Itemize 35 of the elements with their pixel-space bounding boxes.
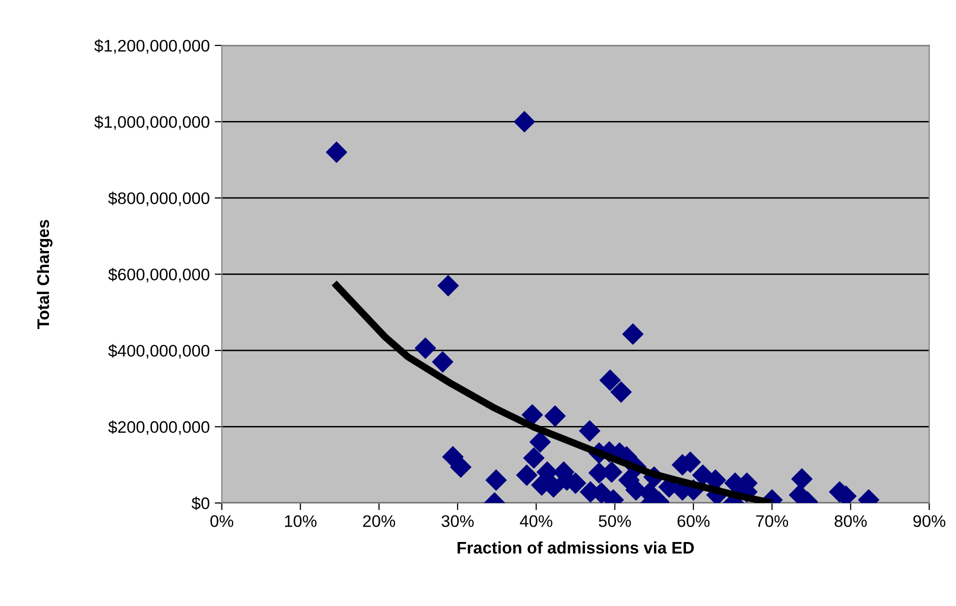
- x-axis-title: Fraction of admissions via ED: [458, 541, 694, 554]
- y-tick-label: $200,000,000: [108, 420, 210, 435]
- y-tick-label: $800,000,000: [108, 192, 210, 206]
- point: [485, 469, 507, 491]
- point: [514, 111, 536, 132]
- x-tick-label: 20%: [363, 515, 396, 528]
- point: [438, 275, 459, 296]
- point: [326, 142, 348, 163]
- point: [450, 456, 472, 478]
- point: [622, 323, 644, 345]
- point: [610, 381, 632, 403]
- x-tick-label: 0%: [210, 515, 234, 528]
- point: [599, 370, 621, 391]
- point: [432, 351, 454, 373]
- x-tick-label: 30%: [442, 515, 474, 528]
- y-tick-label: $0: [192, 496, 210, 510]
- x-tick-label: 10%: [284, 515, 316, 528]
- point: [523, 447, 544, 469]
- point: [414, 338, 436, 359]
- x-tick-label: 60%: [678, 515, 710, 528]
- point: [579, 420, 600, 442]
- y-tick-label: $1,200,000,000: [94, 39, 210, 54]
- y-tick-label: $1,000,000,000: [94, 115, 210, 130]
- x-tick-label: 40%: [520, 515, 552, 528]
- y-axis-title: Total Charges: [36, 220, 52, 329]
- point: [544, 405, 566, 427]
- y-tick-label: $400,000,000: [108, 344, 210, 359]
- point: [791, 468, 813, 490]
- point: [529, 431, 551, 453]
- point: [516, 464, 538, 486]
- y-tick-label: $600,000,000: [108, 268, 210, 282]
- x-tick-label: 70%: [756, 515, 788, 528]
- x-tick-label: 80%: [834, 515, 867, 528]
- x-tick-label: 50%: [598, 515, 631, 528]
- x-tick-label: 90%: [913, 515, 946, 528]
